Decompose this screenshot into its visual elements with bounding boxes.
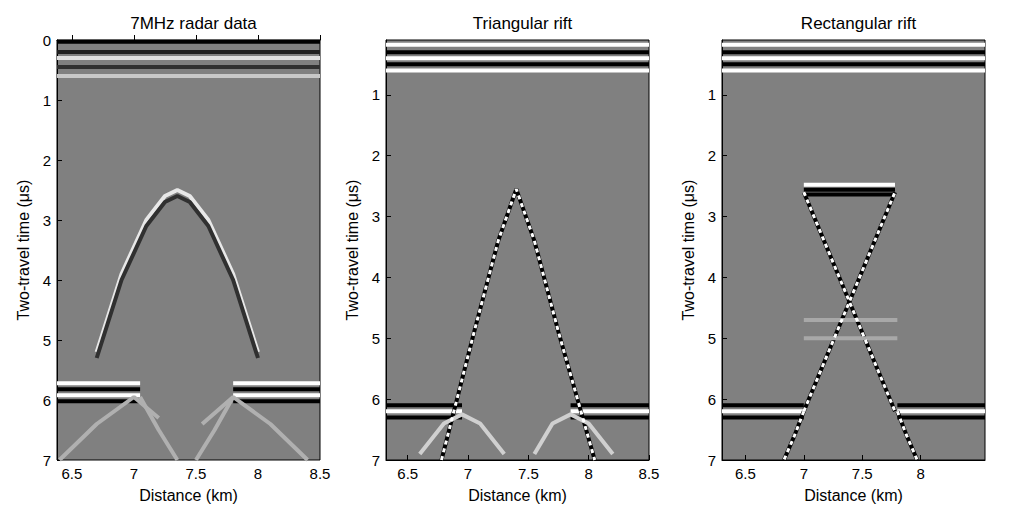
svg-text:5: 5: [372, 330, 380, 347]
svg-text:7: 7: [43, 452, 51, 469]
svg-text:7.5: 7.5: [852, 465, 873, 482]
svg-text:0: 0: [43, 32, 51, 49]
svg-text:6.5: 6.5: [735, 465, 756, 482]
svg-text:5: 5: [43, 332, 51, 349]
svg-text:6.5: 6.5: [397, 465, 418, 482]
svg-text:2: 2: [372, 147, 380, 164]
svg-text:7: 7: [372, 452, 380, 469]
svg-text:Distance (km): Distance (km): [804, 487, 903, 504]
svg-text:Two-travel time (μs): Two-travel time (μs): [680, 180, 697, 321]
svg-text:6.5: 6.5: [61, 465, 82, 482]
svg-text:8.5: 8.5: [310, 465, 331, 482]
svg-text:1: 1: [708, 86, 716, 103]
svg-text:7: 7: [464, 465, 472, 482]
svg-text:8.5: 8.5: [639, 465, 660, 482]
svg-text:1: 1: [372, 86, 380, 103]
svg-text:3: 3: [43, 212, 51, 229]
svg-text:Distance (km): Distance (km): [468, 487, 567, 504]
svg-text:Rectangular rift: Rectangular rift: [801, 14, 917, 33]
svg-text:1: 1: [43, 92, 51, 109]
svg-text:8: 8: [585, 465, 593, 482]
svg-text:6: 6: [43, 392, 51, 409]
svg-text:3: 3: [372, 208, 380, 225]
svg-text:6: 6: [708, 391, 716, 408]
svg-text:2: 2: [43, 152, 51, 169]
svg-text:8: 8: [254, 465, 262, 482]
svg-text:2: 2: [708, 147, 716, 164]
svg-text:4: 4: [43, 272, 51, 289]
svg-text:7MHz radar data: 7MHz radar data: [130, 14, 257, 33]
svg-text:5: 5: [708, 330, 716, 347]
svg-text:4: 4: [372, 269, 380, 286]
svg-text:7: 7: [708, 452, 716, 469]
svg-text:Triangular rift: Triangular rift: [473, 14, 573, 33]
svg-text:Distance (km): Distance (km): [139, 487, 238, 504]
svg-text:7: 7: [800, 465, 808, 482]
svg-text:Two-travel time (μs): Two-travel time (μs): [344, 180, 361, 321]
svg-text:7.5: 7.5: [518, 465, 539, 482]
svg-text:8: 8: [917, 465, 925, 482]
svg-text:3: 3: [708, 208, 716, 225]
svg-text:7.5: 7.5: [186, 465, 207, 482]
svg-text:Two-travel time (μs): Two-travel time (μs): [15, 180, 32, 321]
svg-text:4: 4: [708, 269, 716, 286]
svg-text:7: 7: [130, 465, 138, 482]
svg-text:6: 6: [372, 391, 380, 408]
